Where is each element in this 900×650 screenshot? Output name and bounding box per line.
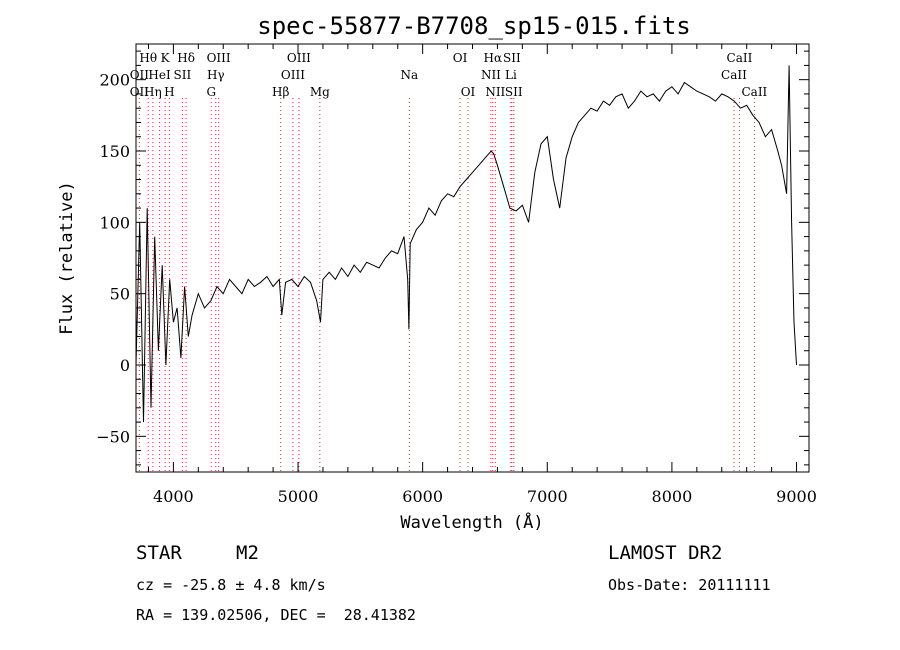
plot-frame: [135, 43, 810, 473]
x-axis-label: Wavelength (Å): [400, 511, 543, 533]
spectral-line-label: Hη: [144, 85, 162, 99]
x-tick-label: 9000: [776, 487, 817, 506]
axis-tick-labels: 4000 5000 6000 7000 8000 9000 −50 0 50 100 150 200: [96, 71, 817, 506]
obs-date: Obs-Date: 20111111: [608, 576, 771, 594]
coordinates: RA = 139.02506, DEC = 28.41382: [136, 606, 416, 624]
chart-title: spec-55877-B7708_sp15-015.fits: [257, 12, 690, 40]
spectral-line-label: NII: [481, 68, 501, 82]
spectral-line-label: G: [206, 85, 216, 99]
spectral-line-label: H: [164, 85, 174, 99]
spectral-line-label: SII: [174, 68, 192, 82]
spectral-line-label: Hδ: [177, 51, 195, 65]
spectral-line-markers: [138, 98, 755, 472]
spectral-line-label: HeI: [148, 68, 171, 82]
spectral-line-label: SII: [505, 85, 523, 99]
spectral-line-label: OI: [461, 85, 476, 99]
y-tick-label: −50: [96, 427, 130, 446]
object-subclass: M2: [236, 542, 259, 564]
y-tick-label: 100: [99, 213, 130, 232]
spectral-line-label: Mg: [310, 85, 330, 99]
spectral-line-label: SII: [503, 51, 521, 65]
spectral-line-label: OI: [453, 51, 468, 65]
spectral-line-label: CaII: [727, 51, 753, 65]
spectral-line-label: K: [161, 51, 171, 65]
y-axis-label: Flux (relative): [57, 181, 77, 335]
spectral-line-label: Hγ: [207, 68, 225, 82]
y-tick-label: 200: [99, 71, 130, 90]
x-tick-label: 7000: [527, 487, 568, 506]
spectral-line-label: OIII: [281, 68, 305, 82]
spectral-line-label: OII: [130, 68, 150, 82]
axis-ticks: [136, 44, 809, 472]
y-tick-label: 0: [120, 356, 130, 375]
y-tick-label: 50: [110, 285, 130, 304]
x-tick-label: 5000: [278, 487, 319, 506]
spectral-line-label: CaII: [721, 68, 747, 82]
spectral-line-label: OIII: [207, 51, 231, 65]
spectral-line-label: OIII: [287, 51, 311, 65]
spectral-line-label: OII: [130, 85, 150, 99]
spectral-line-label: Li: [505, 68, 517, 82]
spectral-line-label: Hβ: [272, 85, 289, 99]
x-tick-label: 4000: [153, 487, 194, 506]
spectral-line-label: CaII: [741, 85, 767, 99]
object-class: STAR: [136, 542, 182, 564]
velocity-text: cz = -25.8 ± 4.8 km/s: [136, 576, 326, 594]
spectrum-line: [135, 65, 797, 423]
x-tick-label: 8000: [652, 487, 693, 506]
spectral-line-label: Na: [400, 68, 418, 82]
spectral-line-label: NII: [485, 85, 505, 99]
spectral-line-label: Hα: [484, 51, 503, 65]
survey-name: LAMOST DR2: [608, 542, 723, 564]
spectral-line-label: Hθ: [139, 51, 157, 65]
x-tick-label: 6000: [402, 487, 443, 506]
y-tick-label: 150: [99, 142, 130, 161]
